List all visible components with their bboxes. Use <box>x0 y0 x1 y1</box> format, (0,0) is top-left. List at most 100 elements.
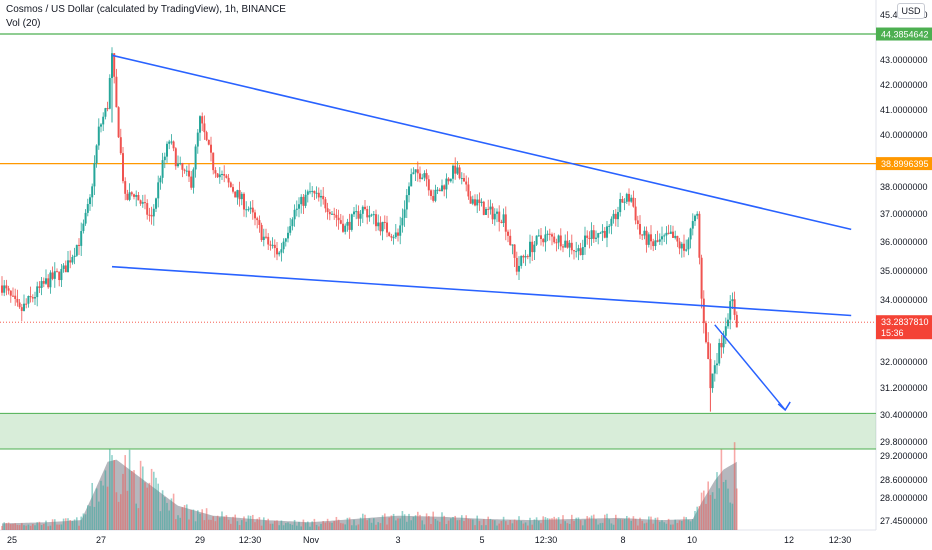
candle-body <box>177 163 179 167</box>
volume-bar <box>234 514 236 530</box>
candle-body <box>562 246 564 248</box>
volume-bar <box>201 509 203 530</box>
volume-bar <box>461 515 463 530</box>
price-tag-value: 38.8996395 <box>881 159 929 169</box>
candle-body <box>333 213 336 215</box>
candle-body <box>718 343 721 364</box>
candle-body <box>9 290 12 296</box>
candles-layer <box>1 47 738 412</box>
candle-body <box>284 238 287 242</box>
candle-body <box>619 199 622 213</box>
candle-body <box>421 177 424 179</box>
volume-bar <box>91 482 93 530</box>
volume-bar <box>153 471 155 530</box>
volume-bar <box>729 502 731 530</box>
support-zone[interactable] <box>0 413 876 449</box>
candle-body <box>520 255 523 266</box>
candle-body <box>641 234 644 236</box>
candle-body <box>69 260 72 263</box>
volume-bar <box>626 515 628 530</box>
candle-body <box>661 236 663 240</box>
candle-body <box>735 314 738 328</box>
candle-body <box>408 186 410 196</box>
volume-bar <box>36 522 38 530</box>
volume-bar <box>557 517 560 530</box>
volume-bar <box>170 498 173 530</box>
trendline[interactable] <box>111 54 852 231</box>
volume-bar <box>403 514 406 530</box>
volume-bar <box>516 520 518 530</box>
candle-body <box>559 235 562 247</box>
candle-body <box>346 221 349 226</box>
candle-body <box>49 272 52 288</box>
candle-body <box>474 199 476 206</box>
volume-bar <box>214 521 217 530</box>
candle-body <box>27 296 30 304</box>
volume-bar <box>289 523 291 530</box>
volume-bar <box>496 525 498 530</box>
candle-body <box>218 174 221 178</box>
candle-body <box>38 286 41 288</box>
candle-body <box>449 178 452 182</box>
volume-bar <box>293 519 296 530</box>
candle-body <box>29 296 32 298</box>
candle-body <box>623 201 626 203</box>
candle-body <box>86 204 89 213</box>
volume-bar <box>531 524 533 530</box>
volume-bar <box>722 482 725 530</box>
volume-bar <box>10 524 12 530</box>
projection-arrow-line[interactable] <box>714 324 786 411</box>
candle-body <box>353 211 355 215</box>
candle-body <box>700 257 703 299</box>
chart-title: Cosmos / US Dollar (calculated by Tradin… <box>6 4 286 15</box>
candle-body <box>289 226 292 233</box>
trendline[interactable] <box>111 265 852 317</box>
candle-body <box>1 285 3 293</box>
candle-body <box>476 199 479 206</box>
candle-body <box>544 234 547 243</box>
candle-body <box>227 177 230 183</box>
volume-bar <box>718 488 720 530</box>
volume-bar <box>513 519 516 530</box>
volume-bar <box>648 516 650 530</box>
volume-bar <box>590 515 593 530</box>
y-tick-label: 31.2000000 <box>880 383 928 393</box>
candle-body <box>311 190 314 192</box>
candle-body <box>535 235 538 245</box>
volume-bar <box>597 524 599 530</box>
volume-bar <box>711 492 714 530</box>
candle-body <box>467 184 470 197</box>
candle-body <box>612 213 615 219</box>
volume-bar <box>692 519 694 530</box>
volume-bar <box>245 521 247 530</box>
candle-body <box>566 240 569 248</box>
volume-bar <box>639 517 641 530</box>
volume-bar <box>69 520 71 530</box>
volume-bar <box>16 524 19 530</box>
candle-body <box>430 190 432 196</box>
candle-body <box>372 214 375 216</box>
x-tick-label: 12:30 <box>829 535 852 545</box>
y-tick-label: 28.0000000 <box>880 493 928 503</box>
candle-body <box>122 153 124 182</box>
candle-body <box>392 237 395 239</box>
candle-body <box>313 190 316 194</box>
candle-body <box>60 268 63 281</box>
volume-bar <box>500 521 503 530</box>
volume-bar <box>544 517 547 530</box>
volume-bar <box>203 520 206 530</box>
candle-body <box>258 220 261 225</box>
volume-bar <box>73 519 76 530</box>
candle-body <box>58 271 61 281</box>
volume-bar <box>685 517 687 530</box>
volume-indicator-label[interactable]: Vol (20) <box>6 18 41 29</box>
volume-bar <box>529 517 531 530</box>
volume-bar <box>634 518 637 530</box>
candle-body <box>588 237 591 239</box>
candle-body <box>207 139 210 145</box>
candle-body <box>205 132 208 140</box>
volume-bar <box>663 522 665 530</box>
currency-button[interactable]: USD <box>897 3 925 19</box>
volume-bar <box>498 523 500 530</box>
